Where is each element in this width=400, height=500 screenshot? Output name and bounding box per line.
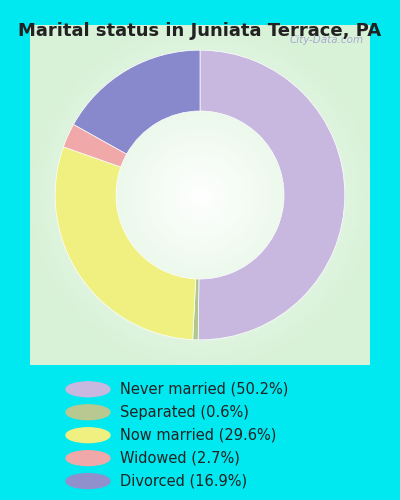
Wedge shape	[55, 147, 196, 340]
Wedge shape	[64, 124, 127, 167]
Circle shape	[66, 474, 110, 488]
Circle shape	[66, 405, 110, 419]
Text: Now married (29.6%): Now married (29.6%)	[120, 428, 276, 442]
Wedge shape	[193, 279, 199, 340]
Text: Divorced (16.9%): Divorced (16.9%)	[120, 474, 247, 488]
Text: Widowed (2.7%): Widowed (2.7%)	[120, 450, 240, 466]
Wedge shape	[198, 50, 345, 340]
Wedge shape	[74, 50, 200, 154]
Text: Marital status in Juniata Terrace, PA: Marital status in Juniata Terrace, PA	[18, 22, 382, 40]
Text: City-Data.com: City-Data.com	[289, 35, 363, 45]
Circle shape	[66, 428, 110, 442]
Circle shape	[66, 382, 110, 396]
Circle shape	[66, 450, 110, 466]
Text: Separated (0.6%): Separated (0.6%)	[120, 405, 249, 420]
Text: Never married (50.2%): Never married (50.2%)	[120, 382, 288, 397]
